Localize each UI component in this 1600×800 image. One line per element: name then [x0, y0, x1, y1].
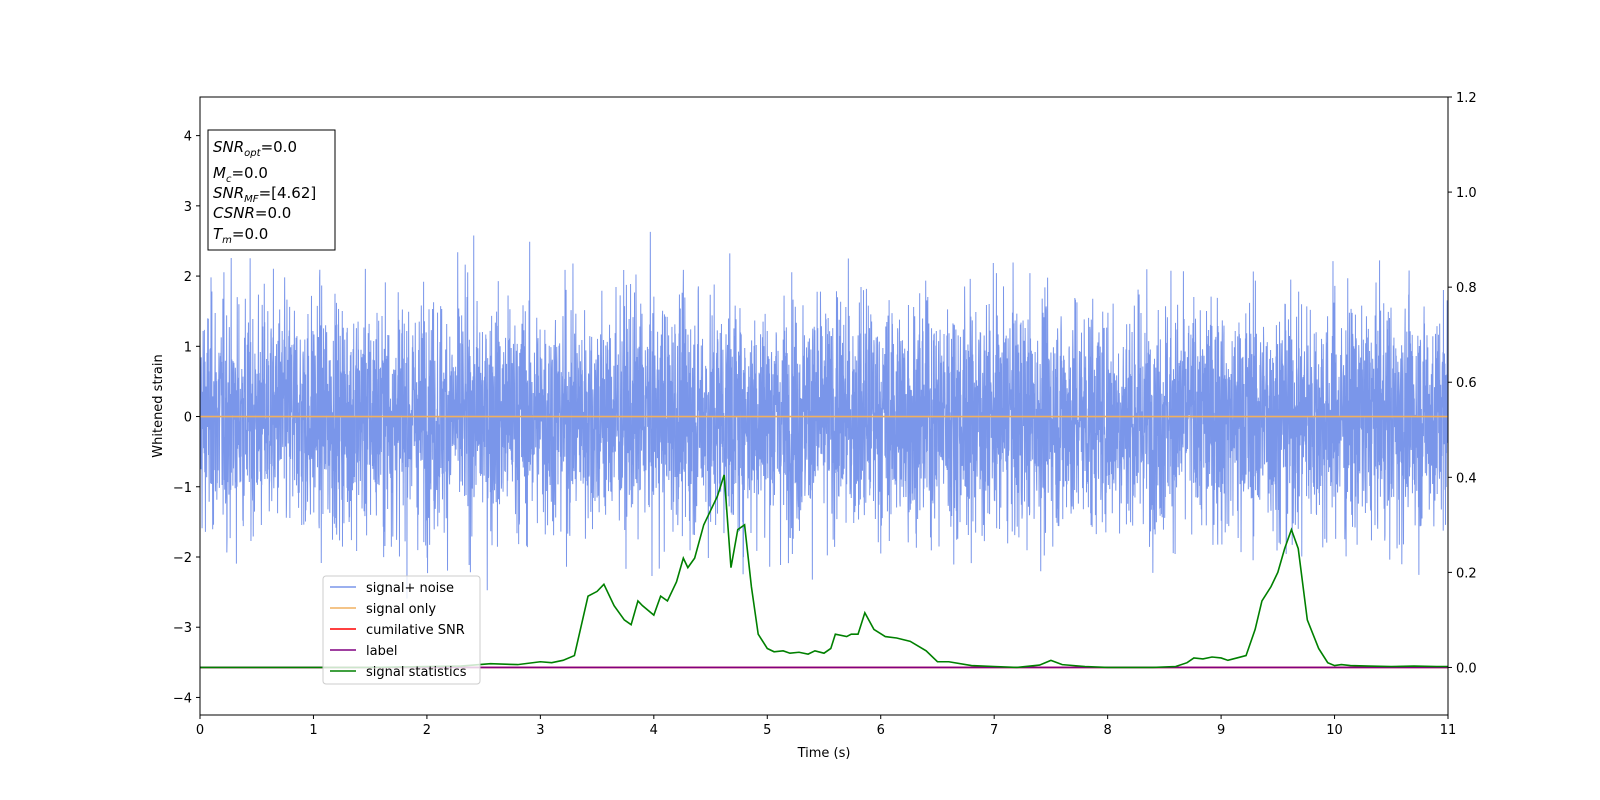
x-tick-label: 11 [1440, 723, 1457, 738]
y-tick-label: −2 [173, 551, 192, 566]
y2-tick-label: 0.6 [1456, 376, 1477, 391]
x-tick-label: 1 [309, 723, 317, 738]
annotation-line: CSNR=0.0 [213, 204, 291, 222]
y-tick-label: 1 [184, 340, 192, 355]
axes-frame [199, 96, 1449, 716]
y-tick-label: −3 [173, 621, 192, 636]
y2-tick-label: 0.0 [1456, 661, 1477, 676]
x-tick-label: 9 [1217, 723, 1225, 738]
legend-label-signal-only: signal only [366, 602, 436, 617]
y-tick-label: −1 [173, 481, 192, 496]
y-axis-right: 0.0 0.2 0.4 0.6 0.8 1.0 1.2 [1448, 91, 1477, 676]
series-line-signal-statistics [200, 474, 1448, 669]
x-tick-label: 5 [763, 723, 771, 738]
y-tick-label: 4 [184, 130, 192, 145]
x-tick-label: 6 [877, 723, 885, 738]
x-tick-label: 10 [1326, 723, 1343, 738]
annotation-line: SNRopt=0.0 [213, 138, 297, 159]
x-tick-label: 8 [1103, 723, 1111, 738]
y2-tick-label: 0.4 [1456, 471, 1477, 486]
x-tick-label: 2 [423, 723, 431, 738]
annotation-line: Tm=0.0 [213, 225, 268, 246]
x-tick-label: 3 [536, 723, 544, 738]
x-axis: 0 1 2 3 4 5 6 7 8 9 10 11 [196, 715, 1456, 738]
y2-tick-label: 1.2 [1456, 91, 1477, 106]
x-tick-label: 0 [196, 723, 204, 738]
legend-label-cumilative-snr: cumilative SNR [366, 623, 465, 638]
y-tick-label: −4 [173, 691, 192, 706]
y-tick-label: 3 [184, 200, 192, 215]
y2-tick-label: 0.8 [1456, 281, 1477, 296]
x-tick-label: 4 [650, 723, 658, 738]
legend-label-signal-noise: signal+ noise [366, 581, 454, 596]
y2-tick-label: 1.0 [1456, 186, 1477, 201]
annotation-line: Mc=0.0 [213, 164, 268, 185]
series-line-signal-noise [200, 231, 1448, 599]
legend: signal+ noise signal only cumilative SNR la… [322, 575, 481, 685]
x-axis-label: Time (s) [797, 746, 851, 761]
y-axis-label: Whitened strain [151, 354, 166, 457]
legend-label-label: label [366, 644, 397, 659]
y-axis-left: −4 −3 −2 −1 0 1 2 3 4 [173, 130, 200, 706]
y-tick-label: 2 [184, 270, 192, 285]
annotation-line: SNRMF=[4.62] [213, 184, 316, 205]
y-tick-label: 0 [184, 411, 192, 426]
legend-label-signal-statistics: signal statistics [366, 665, 467, 680]
y2-tick-label: 0.2 [1456, 566, 1477, 581]
x-tick-label: 7 [990, 723, 998, 738]
